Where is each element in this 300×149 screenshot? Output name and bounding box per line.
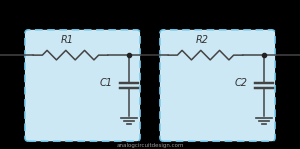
Text: R2: R2 <box>196 35 209 45</box>
Text: C2: C2 <box>235 78 248 88</box>
FancyBboxPatch shape <box>160 30 275 141</box>
FancyBboxPatch shape <box>25 30 140 141</box>
Text: R1: R1 <box>61 35 74 45</box>
Text: analogcircuitdesign.com: analogcircuitdesign.com <box>116 143 184 148</box>
Text: C1: C1 <box>100 78 112 88</box>
